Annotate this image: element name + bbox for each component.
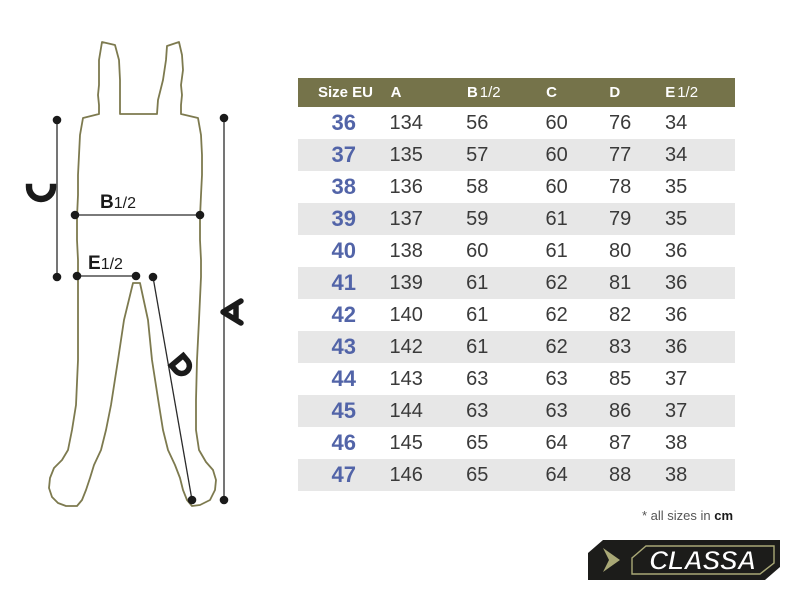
svg-text:B1/2: B1/2 (100, 192, 136, 213)
svg-text:E1/2: E1/2 (88, 253, 123, 274)
svg-text:CLASSA: CLASSA (649, 546, 756, 576)
